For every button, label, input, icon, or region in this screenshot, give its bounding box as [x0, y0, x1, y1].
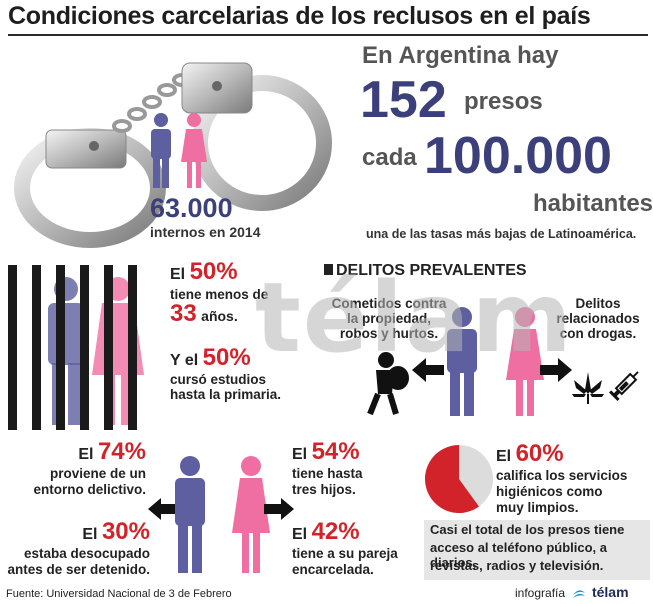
hygiene-l1: califica los servicios	[496, 468, 628, 483]
crimes-right-l2: relacionados	[556, 311, 640, 326]
female-figure-icon	[181, 113, 207, 188]
prison-bar	[32, 265, 41, 430]
arrow-right-icon	[540, 358, 572, 382]
men-stat-a-l1: proviene de un	[49, 466, 146, 481]
stat-age-line2: tiene menos de	[170, 287, 269, 302]
credit: infografía télam	[515, 584, 629, 602]
prison-bar	[56, 265, 65, 430]
crimes-right-text: Delitos relacionados con drogas.	[548, 296, 648, 341]
crimes-heading: DELITOS PREVALENTES	[324, 262, 527, 280]
arrow-left-icon	[148, 498, 178, 520]
pie-chart-icon	[425, 445, 493, 513]
stat-age-pct: 50%	[189, 258, 238, 285]
women-stat-a: El 54%	[292, 438, 360, 466]
male-figure-icon	[151, 113, 171, 188]
heading-bullet	[324, 264, 333, 275]
credit-prefix: infografía	[515, 586, 566, 600]
crimes-heading-text: DELITOS PREVALENTES	[336, 262, 527, 279]
crimes-right-l3: con drogas.	[559, 326, 637, 341]
credit-brand: télam	[591, 584, 629, 600]
hygiene-pct: 60%	[515, 440, 564, 467]
access-info-box	[424, 520, 650, 580]
crimes-left-l3: robos y hurtos.	[339, 326, 439, 341]
men-stat-a: El 74%	[20, 438, 146, 466]
prison-bar	[104, 265, 113, 430]
male-figure-icon	[447, 307, 477, 416]
cada-number: 100.000	[424, 127, 612, 185]
hygiene-l3: muy limpios.	[496, 500, 579, 515]
stat-age-prefix: El	[170, 266, 186, 283]
stat-age-line3: 33 años.	[170, 300, 238, 328]
arrow-left-icon	[412, 358, 444, 382]
prison-bar	[128, 265, 137, 430]
stats-subline: una de las tasas más bajas de Latinoamér…	[366, 227, 637, 241]
women-stat-b-l2: encarcelada.	[292, 562, 374, 577]
men-stat-b-prefix: El	[82, 526, 98, 543]
access-l1: Casi el total de los presos tiene	[430, 522, 625, 537]
stat-age: El 50%	[170, 258, 238, 286]
men-stat-a-prefix: El	[78, 446, 94, 463]
women-stat-a-prefix: El	[292, 446, 308, 463]
stat-education-prefix: Y el	[170, 352, 199, 369]
prison-bar	[8, 265, 17, 430]
women-stat-a-l1: tiene hasta	[292, 466, 363, 481]
presos-number: 152	[360, 71, 447, 129]
crimes-left-text: Cometidos contra la propiedad, robos y h…	[330, 296, 448, 341]
title-divider	[8, 34, 648, 36]
women-stat-b-l1: tiene a su pareja	[292, 546, 398, 561]
watermark: télam	[255, 262, 574, 374]
stat-age-word: años.	[201, 308, 238, 324]
telam-logo-icon	[572, 590, 585, 598]
crimes-right-l1: Delitos	[575, 296, 621, 311]
presos-word: presos	[464, 88, 543, 115]
stat-education-pct: 50%	[202, 344, 251, 371]
women-stat-a-pct: 54%	[311, 438, 360, 465]
women-stat-b: El 42%	[292, 518, 360, 546]
male-figure-icon	[175, 456, 205, 573]
cannabis-leaf-icon	[572, 372, 604, 404]
syringe-icon	[609, 371, 639, 401]
interns-number: 63.000	[150, 193, 233, 223]
prison-bar	[80, 265, 89, 430]
hygiene-prefix: El	[496, 448, 512, 465]
men-stat-b-l2: antes de ser detenido.	[7, 562, 150, 577]
access-l3: revistas, radios y televisión.	[430, 558, 604, 573]
men-stat-b-l1: estaba desocupado	[23, 546, 150, 561]
women-stat-b-pct: 42%	[311, 518, 360, 545]
page-title: Condiciones carcelarias de los reclusos …	[8, 2, 591, 30]
stats-line1: En Argentina hay	[362, 42, 559, 69]
interns-label: internos en 2014	[150, 224, 261, 240]
source-note: Fuente: Universidad Nacional de 3 de Feb…	[6, 588, 232, 600]
stat-education-line3: hasta la primaria.	[170, 387, 282, 402]
men-stat-b-pct: 30%	[101, 518, 150, 545]
female-figure-icon	[232, 456, 270, 573]
stat-education: Y el 50%	[170, 344, 251, 372]
hygiene-stat: El 60%	[496, 440, 564, 468]
men-stat-a-pct: 74%	[97, 438, 146, 465]
access-l2: acceso al teléfono público, a diarios,	[430, 540, 607, 570]
arrow-right-icon	[264, 498, 294, 520]
habitantes-word: habitantes	[533, 190, 653, 217]
crimes-left-l2: la propiedad,	[346, 311, 431, 326]
pie-slice-limpios	[425, 445, 479, 513]
women-stat-b-prefix: El	[292, 526, 308, 543]
thief-icon	[367, 352, 409, 416]
crimes-left-l1: Cometidos contra	[331, 296, 447, 311]
stat-education-line2: cursó estudios	[170, 372, 267, 387]
cada-word: cada	[362, 144, 417, 171]
women-stat-a-l2: tres hijos.	[292, 482, 356, 497]
men-stat-b: El 30%	[20, 518, 150, 546]
men-stat-a-l2: entorno delictivo.	[33, 482, 146, 497]
hygiene-l2: higiénicos como	[496, 484, 603, 499]
stat-age-number: 33	[170, 300, 197, 327]
female-figure-icon	[506, 307, 544, 416]
